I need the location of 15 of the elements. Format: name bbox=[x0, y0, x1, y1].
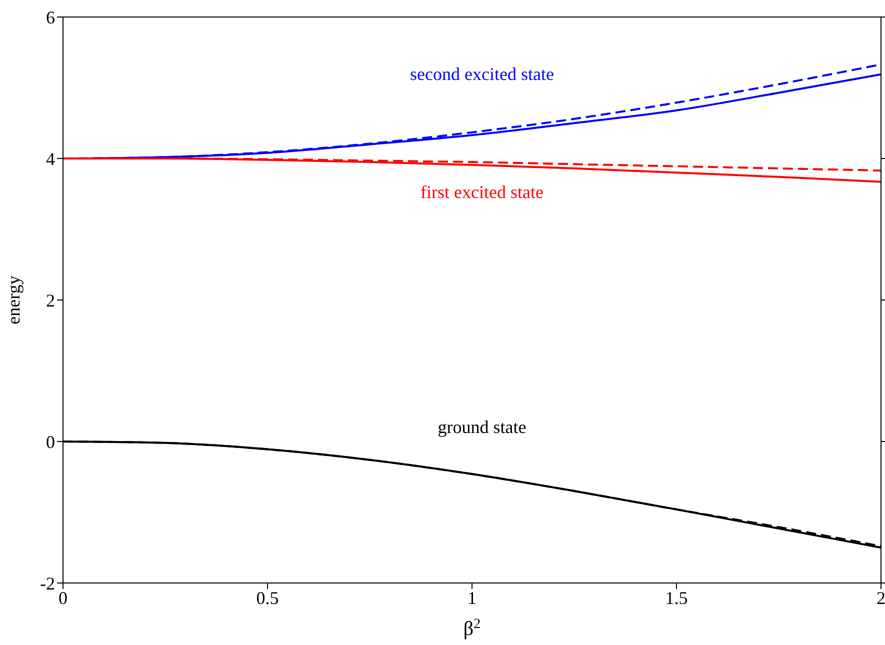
series-label: ground state bbox=[438, 417, 526, 438]
y-tick-label: 6 bbox=[46, 7, 55, 28]
y-tick-label: 2 bbox=[46, 290, 55, 310]
y-axis-title: energy bbox=[3, 276, 24, 324]
x-tick-label: 2 bbox=[876, 588, 885, 608]
y-tick-label: 0 bbox=[46, 432, 55, 452]
x-tick-label: 0 bbox=[58, 588, 68, 608]
x-tick-label: 0.5 bbox=[256, 588, 279, 608]
text: second excited state bbox=[410, 64, 554, 84]
series-label: first excited state bbox=[420, 182, 544, 202]
y-tick-label: 4 bbox=[46, 148, 55, 169]
x-tick-label: 1 bbox=[468, 588, 476, 608]
x-axis-title: β$^{2}$ bbox=[463, 616, 481, 640]
y-tick-label: -2 bbox=[40, 573, 55, 594]
x-tick-label: 1.5 bbox=[665, 588, 688, 608]
